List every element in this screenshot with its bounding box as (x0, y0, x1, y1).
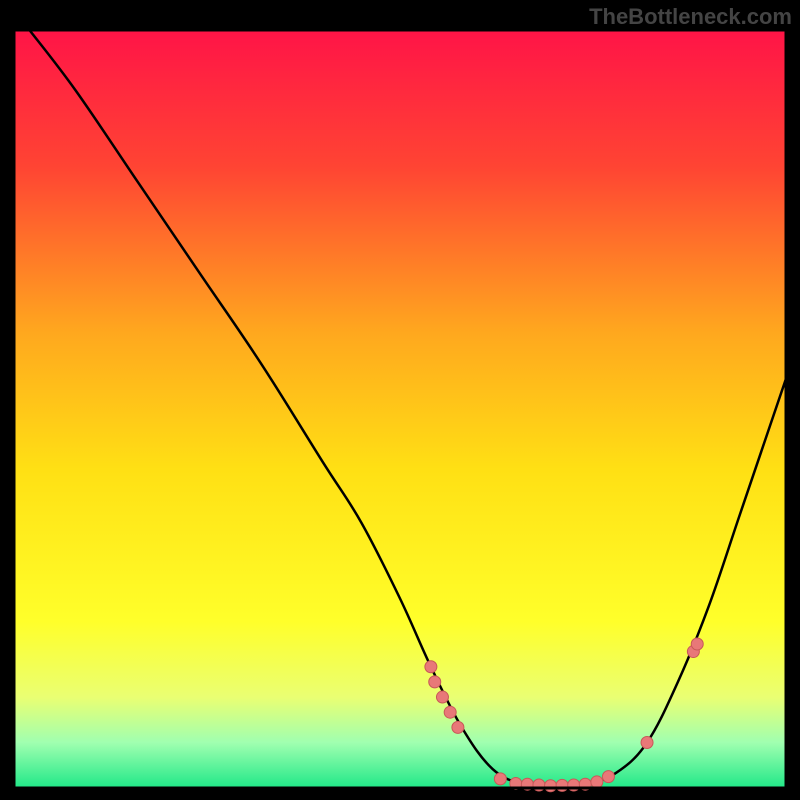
bottleneck-chart (0, 0, 800, 800)
data-marker (602, 771, 614, 783)
data-marker (641, 737, 653, 749)
data-marker (691, 638, 703, 650)
data-marker (444, 706, 456, 718)
data-marker (425, 661, 437, 673)
data-marker (494, 773, 506, 785)
data-marker (452, 721, 464, 733)
data-marker (556, 779, 568, 791)
data-marker (545, 780, 557, 792)
data-marker (429, 676, 441, 688)
data-marker (436, 691, 448, 703)
watermark-text: TheBottleneck.com (589, 4, 792, 30)
chart-container: TheBottleneck.com (0, 0, 800, 800)
data-marker (591, 776, 603, 788)
